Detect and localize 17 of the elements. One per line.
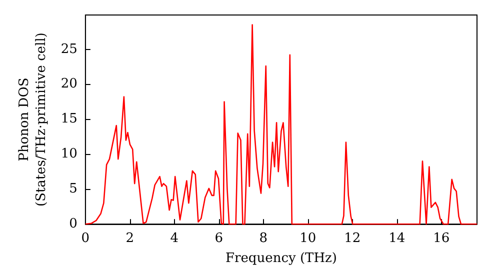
- y-tick-label: 25: [60, 42, 78, 57]
- x-tick-label: 10: [300, 231, 316, 246]
- x-tick-label: 4: [170, 231, 179, 246]
- x-tick-label: 14: [388, 231, 406, 246]
- y-tick-label: 20: [60, 76, 78, 92]
- x-tick-label: 2: [126, 231, 134, 246]
- y-tick-label: 15: [60, 112, 78, 127]
- x-axis-title: Frequency (THz): [225, 251, 337, 266]
- x-tick-label: 6: [214, 231, 224, 246]
- y-tick-label: 5: [69, 182, 78, 197]
- y-axis-title: Phonon DOS (States/THz·primitive cell): [17, 32, 49, 207]
- x-tick-label: 8: [259, 231, 268, 246]
- x-tick-label: 16: [433, 231, 450, 246]
- x-tick-label: 0: [81, 231, 90, 246]
- y-tick-label: 0: [69, 216, 78, 232]
- x-tick-label: 12: [344, 231, 361, 246]
- y-tick-label: 10: [60, 146, 78, 162]
